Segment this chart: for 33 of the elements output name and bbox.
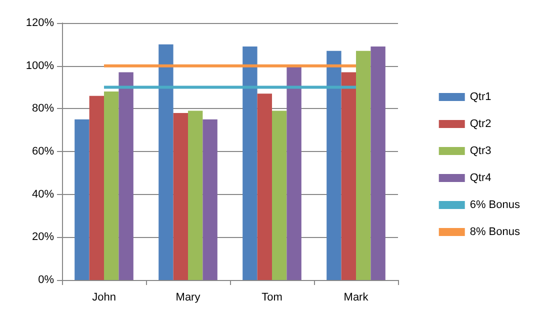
- x-tick-label: Mark: [344, 292, 369, 304]
- y-tick-label: 60%: [32, 146, 54, 158]
- x-tick-label: Tom: [262, 292, 282, 304]
- x-tick-label: John: [92, 292, 116, 304]
- bar: [242, 46, 258, 280]
- bar: [173, 112, 188, 280]
- bar: [370, 46, 386, 280]
- y-tick-label: 120%: [26, 17, 54, 29]
- legend-label: 8% Bonus: [470, 226, 520, 238]
- y-tick-label: 80%: [32, 102, 54, 115]
- bar: [356, 50, 371, 280]
- bar: [341, 72, 356, 280]
- bar: [202, 119, 218, 280]
- bar: [257, 94, 272, 280]
- legend-label: Qtr1: [470, 91, 492, 103]
- y-tick-label: 40%: [32, 188, 54, 200]
- x-tick-label: Mary: [176, 292, 201, 304]
- bar: [89, 96, 104, 280]
- bar: [188, 110, 203, 280]
- bar: [326, 50, 342, 280]
- bar: [74, 119, 90, 280]
- legend-label: Qtr4: [470, 172, 492, 184]
- bar: [286, 66, 302, 280]
- bar: [118, 72, 134, 280]
- bar: [104, 92, 119, 280]
- y-tick-label: 100%: [26, 60, 54, 72]
- legend-label: Qtr2: [470, 118, 492, 130]
- legend-label: 6% Bonus: [470, 199, 520, 211]
- y-tick-label: 0%: [38, 274, 54, 286]
- y-tick-label: 20%: [32, 231, 54, 244]
- bar: [158, 44, 174, 280]
- bar: [272, 110, 287, 280]
- legend-label: Qtr3: [470, 145, 492, 157]
